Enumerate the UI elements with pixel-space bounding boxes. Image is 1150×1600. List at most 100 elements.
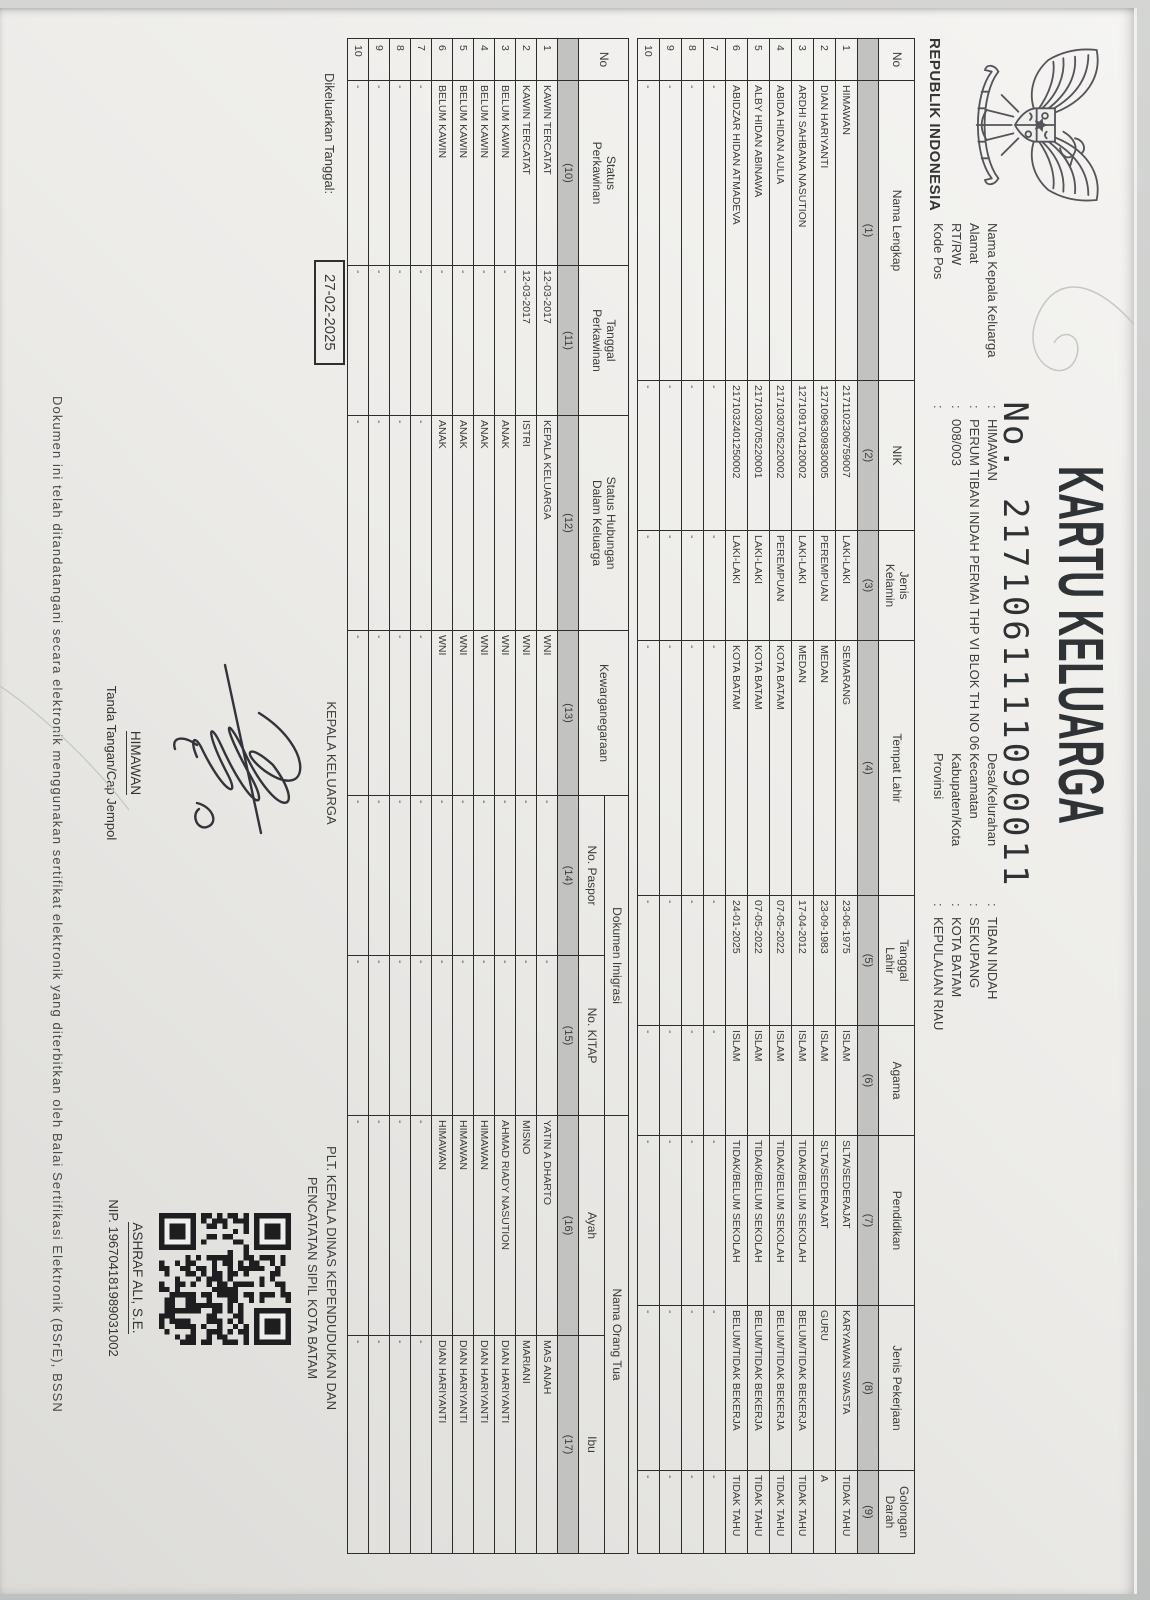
cell-jenis_pekerjaan: BELUM/TIDAK BEKERJA <box>769 1305 792 1471</box>
row-number: 4 <box>769 38 792 81</box>
cell-pendidikan: TIDAK/BELUM SEKOLAH <box>791 1135 814 1306</box>
cell-status_perkawinan: - <box>368 80 390 266</box>
cell-tempat_lahir: KOTA BATAM <box>747 640 770 896</box>
cell-paspor: - <box>515 795 537 956</box>
cell-paspor: - <box>368 795 390 956</box>
info-label: Alamat <box>967 223 982 264</box>
cell-ayah: MISNO <box>515 1115 537 1336</box>
row-number: 4 <box>473 38 495 81</box>
info-value: HIMAWAN <box>985 419 1000 481</box>
info-row: Kecamatan: SEKUPANG <box>965 753 983 1030</box>
cell-hubungan: - <box>347 415 369 631</box>
region-info: Desa/Kelurahan: TIBAN INDAH Kecamatan: SEK… <box>929 753 1001 1030</box>
cell-nama: ABIDA HIDAN AULIA <box>769 80 792 381</box>
cell-tempat_lahir: MEDAN <box>813 640 836 896</box>
country-header: REPUBLIK INDONESIA <box>926 38 943 212</box>
cell-nama: ARDHI SAHBANA NASUTION <box>791 80 814 381</box>
cell-tempat_lahir: KOTA BATAM <box>769 640 792 896</box>
cell-jenis_pekerjaan: - <box>703 1305 726 1471</box>
cell-tanggal_lahir: 23-06-1975 <box>835 895 858 1026</box>
cell-nik: - <box>659 380 682 531</box>
cell-pendidikan: SLTA/SEDERAJAT <box>835 1135 858 1306</box>
row-number: 6 <box>431 38 453 81</box>
cell-status_perkawinan: - <box>389 80 411 266</box>
cell-nama: - <box>637 80 660 381</box>
cell-tanggal_perkawinan: - <box>473 265 495 416</box>
cell-jenis_pekerjaan: GURU <box>813 1305 836 1471</box>
row-number: 2 <box>515 38 537 81</box>
cell-ayah: HIMAWAN <box>473 1115 495 1336</box>
cell-ayah: HIMAWAN <box>431 1115 453 1336</box>
electronic-signature-disclaimer: Dokumen ini telah ditandatangani secara … <box>50 396 65 1413</box>
document-number-prefix: No. <box>995 401 1035 472</box>
cell-kewarganegaraan: WNI <box>494 630 516 796</box>
col-header-tanggal_perkawinan: Tanggal Perkawinan <box>578 265 629 416</box>
kartu-keluarga-document: REPUBLIK INDONESIA KARTU KELUARGA No. 217… <box>0 8 1137 1594</box>
cell-jenis_kelamin: PEREMPUAN <box>769 530 792 641</box>
head-of-family-name: HIMAWAN <box>126 730 143 796</box>
cell-kewarganegaraan: WNI <box>515 630 537 796</box>
colon: : <box>967 405 982 409</box>
cell-kitap: - <box>431 955 453 1116</box>
row-number: 3 <box>494 38 516 81</box>
row-number: 10 <box>637 38 660 81</box>
official-title-line2: PENCATATAN SIPIL KOTA BATAM <box>305 1176 320 1380</box>
cell-agama: ISLAM <box>725 1025 748 1136</box>
cell-jenis_pekerjaan: - <box>659 1305 682 1471</box>
col-number: (11) <box>557 265 579 416</box>
cell-paspor: - <box>410 795 432 956</box>
issued-date-label: Dikeluarkan Tanggal: <box>322 73 337 195</box>
cell-nik: - <box>637 380 660 531</box>
cell-kewarganegaraan: WNI <box>473 630 495 796</box>
official-title: PLT. KEPALA DINAS KEPENDUDUKAN DAN PENCA… <box>305 1098 339 1458</box>
cell-tanggal_perkawinan: - <box>410 265 432 416</box>
cell-jenis_pekerjaan: BELUM/TIDAK BEKERJA <box>791 1305 814 1471</box>
cell-nama: ABIDZAR HIDAN ATMADEVA <box>725 80 748 381</box>
cell-status_perkawinan: BELUM KAWIN <box>494 80 516 266</box>
cell-kitap: - <box>473 955 495 1116</box>
cell-tanggal_perkawinan: - <box>347 265 369 416</box>
cell-jenis_kelamin: LAKI-LAKI <box>725 530 748 641</box>
info-label: Provinsi <box>931 753 946 800</box>
cell-tanggal_perkawinan: - <box>452 265 474 416</box>
cell-agama: ISLAM <box>747 1025 770 1136</box>
cell-nama: - <box>703 80 726 381</box>
official-title-line1: PLT. KEPALA DINAS KEPENDUDUKAN DAN <box>324 1146 339 1410</box>
cell-ibu: - <box>410 1335 432 1554</box>
cell-nama: DIAN HARIYANTI <box>813 80 836 381</box>
col-header-nama: Nama Lengkap <box>878 80 915 381</box>
cell-nik: 2171102306759007 <box>835 380 858 531</box>
cell-nik: 1271091704120002 <box>791 380 814 531</box>
cell-jenis_kelamin: - <box>659 530 682 641</box>
info-value: SEKUPANG <box>967 917 982 989</box>
cell-nik: 2171032401250002 <box>725 380 748 531</box>
cell-kewarganegaraan: - <box>368 630 390 796</box>
col-header-tanggal_lahir: Tanggal Lahir <box>878 895 915 1026</box>
cell-tanggal_lahir: 23-09-1983 <box>813 895 836 1026</box>
col-number: (16) <box>557 1115 579 1336</box>
cell-status_perkawinan: BELUM KAWIN <box>452 80 474 266</box>
document-title-wrap: KARTU KELUARGA <box>1045 38 1117 1253</box>
cell-pendidikan: TIDAK/BELUM SEKOLAH <box>769 1135 792 1306</box>
cell-kewarganegaraan: WNI <box>536 630 558 796</box>
cell-tempat_lahir: KOTA BATAM <box>725 640 748 896</box>
col-number: (14) <box>557 795 579 956</box>
cell-nama: - <box>681 80 704 381</box>
col-header-pendidikan: Pendidikan <box>878 1135 915 1306</box>
cell-nama: HIMAWAN <box>835 80 858 381</box>
header-cell <box>557 38 579 81</box>
member-row: 9--------- <box>659 38 682 1554</box>
cell-status_perkawinan: - <box>410 80 432 266</box>
colon: : <box>931 903 946 907</box>
cell-tanggal_perkawinan: - <box>494 265 516 416</box>
col-header-kitap: No. KITAP <box>578 955 605 1116</box>
cell-golongan_darah: - <box>659 1470 682 1554</box>
col-header-jenis_kelamin: Jenis Kelamin <box>878 530 915 641</box>
cell-paspor: - <box>431 795 453 956</box>
cell-agama: - <box>681 1025 704 1136</box>
colon: : <box>967 903 982 907</box>
kartu-keluarga-paper: REPUBLIK INDONESIA KARTU KELUARGA No. 217… <box>0 8 1137 1594</box>
cell-hubungan: ANAK <box>473 415 495 631</box>
status-row: 5 BELUM KAWIN - ANAK WNI - - HIMAWAN DIAN HARIYA… <box>452 38 474 1554</box>
cell-pendidikan: - <box>681 1135 704 1306</box>
